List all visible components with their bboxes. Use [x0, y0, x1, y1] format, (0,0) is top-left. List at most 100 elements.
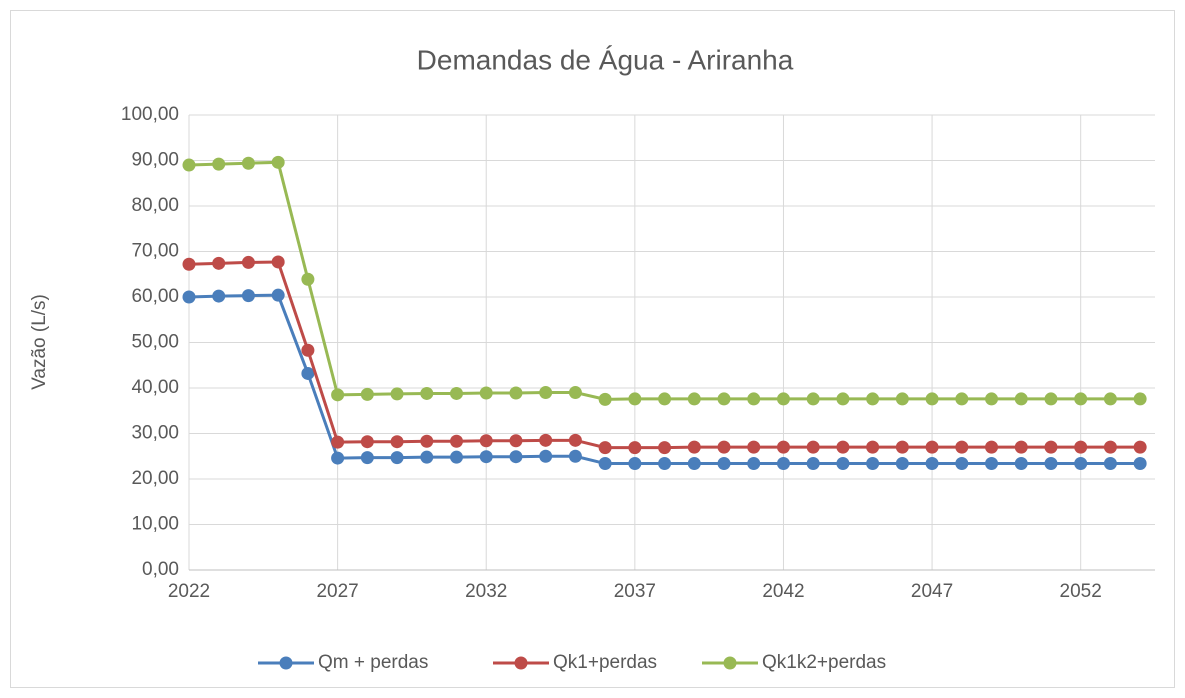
data-point	[301, 366, 315, 380]
data-point	[598, 457, 612, 471]
data-point	[1074, 440, 1088, 454]
data-point	[1044, 457, 1058, 471]
chart-border	[10, 10, 1175, 688]
data-point	[331, 451, 345, 465]
data-point	[985, 440, 999, 454]
legend-label: Qk1+perdas	[553, 652, 657, 673]
y-tick-label: 20,00	[131, 468, 179, 489]
data-point	[658, 392, 672, 406]
y-tick-label: 0,00	[142, 559, 179, 580]
data-point	[271, 288, 285, 302]
x-tick-label: 2032	[465, 581, 507, 602]
x-tick-label: 2027	[316, 581, 358, 602]
data-point	[182, 290, 196, 304]
data-point	[539, 433, 553, 447]
data-point	[658, 457, 672, 471]
data-point	[301, 343, 315, 357]
data-point	[806, 440, 820, 454]
data-point	[568, 449, 582, 463]
y-tick-label: 100,00	[121, 104, 179, 125]
data-point	[866, 440, 880, 454]
data-point	[212, 289, 226, 303]
data-point	[747, 457, 761, 471]
data-point	[628, 392, 642, 406]
data-point	[1133, 392, 1147, 406]
data-point	[717, 440, 731, 454]
data-point	[360, 451, 374, 465]
data-point	[717, 457, 731, 471]
data-point	[1044, 392, 1058, 406]
data-point	[687, 457, 701, 471]
data-point	[925, 440, 939, 454]
y-tick-label: 80,00	[131, 195, 179, 216]
data-point	[539, 386, 553, 400]
data-point	[1014, 440, 1028, 454]
data-point	[301, 272, 315, 286]
data-point	[1133, 457, 1147, 471]
data-point	[241, 156, 255, 170]
data-point	[895, 440, 909, 454]
data-point	[509, 450, 523, 464]
data-point	[836, 440, 850, 454]
legend-marker	[279, 656, 293, 670]
x-tick-label: 2042	[762, 581, 804, 602]
legend-marker	[723, 656, 737, 670]
data-point	[687, 392, 701, 406]
data-point	[747, 440, 761, 454]
data-point	[776, 457, 790, 471]
data-point	[1103, 457, 1117, 471]
data-point	[182, 257, 196, 271]
data-point	[420, 386, 434, 400]
data-point	[241, 289, 255, 303]
data-point	[955, 392, 969, 406]
x-tick-label: 2022	[168, 581, 210, 602]
data-point	[955, 440, 969, 454]
data-point	[390, 451, 404, 465]
y-tick-label: 40,00	[131, 377, 179, 398]
y-tick-label: 10,00	[131, 514, 179, 535]
data-point	[925, 392, 939, 406]
data-point	[1103, 440, 1117, 454]
data-point	[1044, 440, 1058, 454]
data-point	[806, 392, 820, 406]
x-tick-label: 2047	[911, 581, 953, 602]
data-point	[420, 434, 434, 448]
data-point	[271, 155, 285, 169]
data-point	[241, 255, 255, 269]
data-point	[658, 441, 672, 455]
data-point	[717, 392, 731, 406]
chart-title: Demandas de Água - Ariranha	[417, 44, 794, 75]
data-point	[360, 435, 374, 449]
data-point	[539, 449, 553, 463]
data-point	[687, 440, 701, 454]
y-tick-label: 30,00	[131, 423, 179, 444]
data-point	[628, 457, 642, 471]
data-point	[985, 457, 999, 471]
y-tick-label: 50,00	[131, 332, 179, 353]
data-point	[1014, 457, 1028, 471]
data-point	[479, 450, 493, 464]
legend-label: Qk1k2+perdas	[762, 652, 886, 673]
data-point	[955, 457, 969, 471]
data-point	[450, 450, 464, 464]
data-point	[360, 387, 374, 401]
data-point	[390, 435, 404, 449]
y-tick-label: 60,00	[131, 286, 179, 307]
data-point	[895, 457, 909, 471]
data-point	[271, 255, 285, 269]
data-point	[450, 386, 464, 400]
data-point	[479, 434, 493, 448]
data-point	[806, 457, 820, 471]
x-tick-label: 2052	[1060, 581, 1102, 602]
data-point	[776, 440, 790, 454]
data-point	[836, 457, 850, 471]
data-point	[866, 392, 880, 406]
y-tick-label: 70,00	[131, 241, 179, 262]
y-axis-label: Vazão (L/s)	[29, 294, 50, 390]
data-point	[628, 441, 642, 455]
legend-label: Qm + perdas	[318, 652, 428, 673]
data-point	[925, 457, 939, 471]
data-point	[331, 435, 345, 449]
data-point	[985, 392, 999, 406]
data-point	[212, 256, 226, 270]
